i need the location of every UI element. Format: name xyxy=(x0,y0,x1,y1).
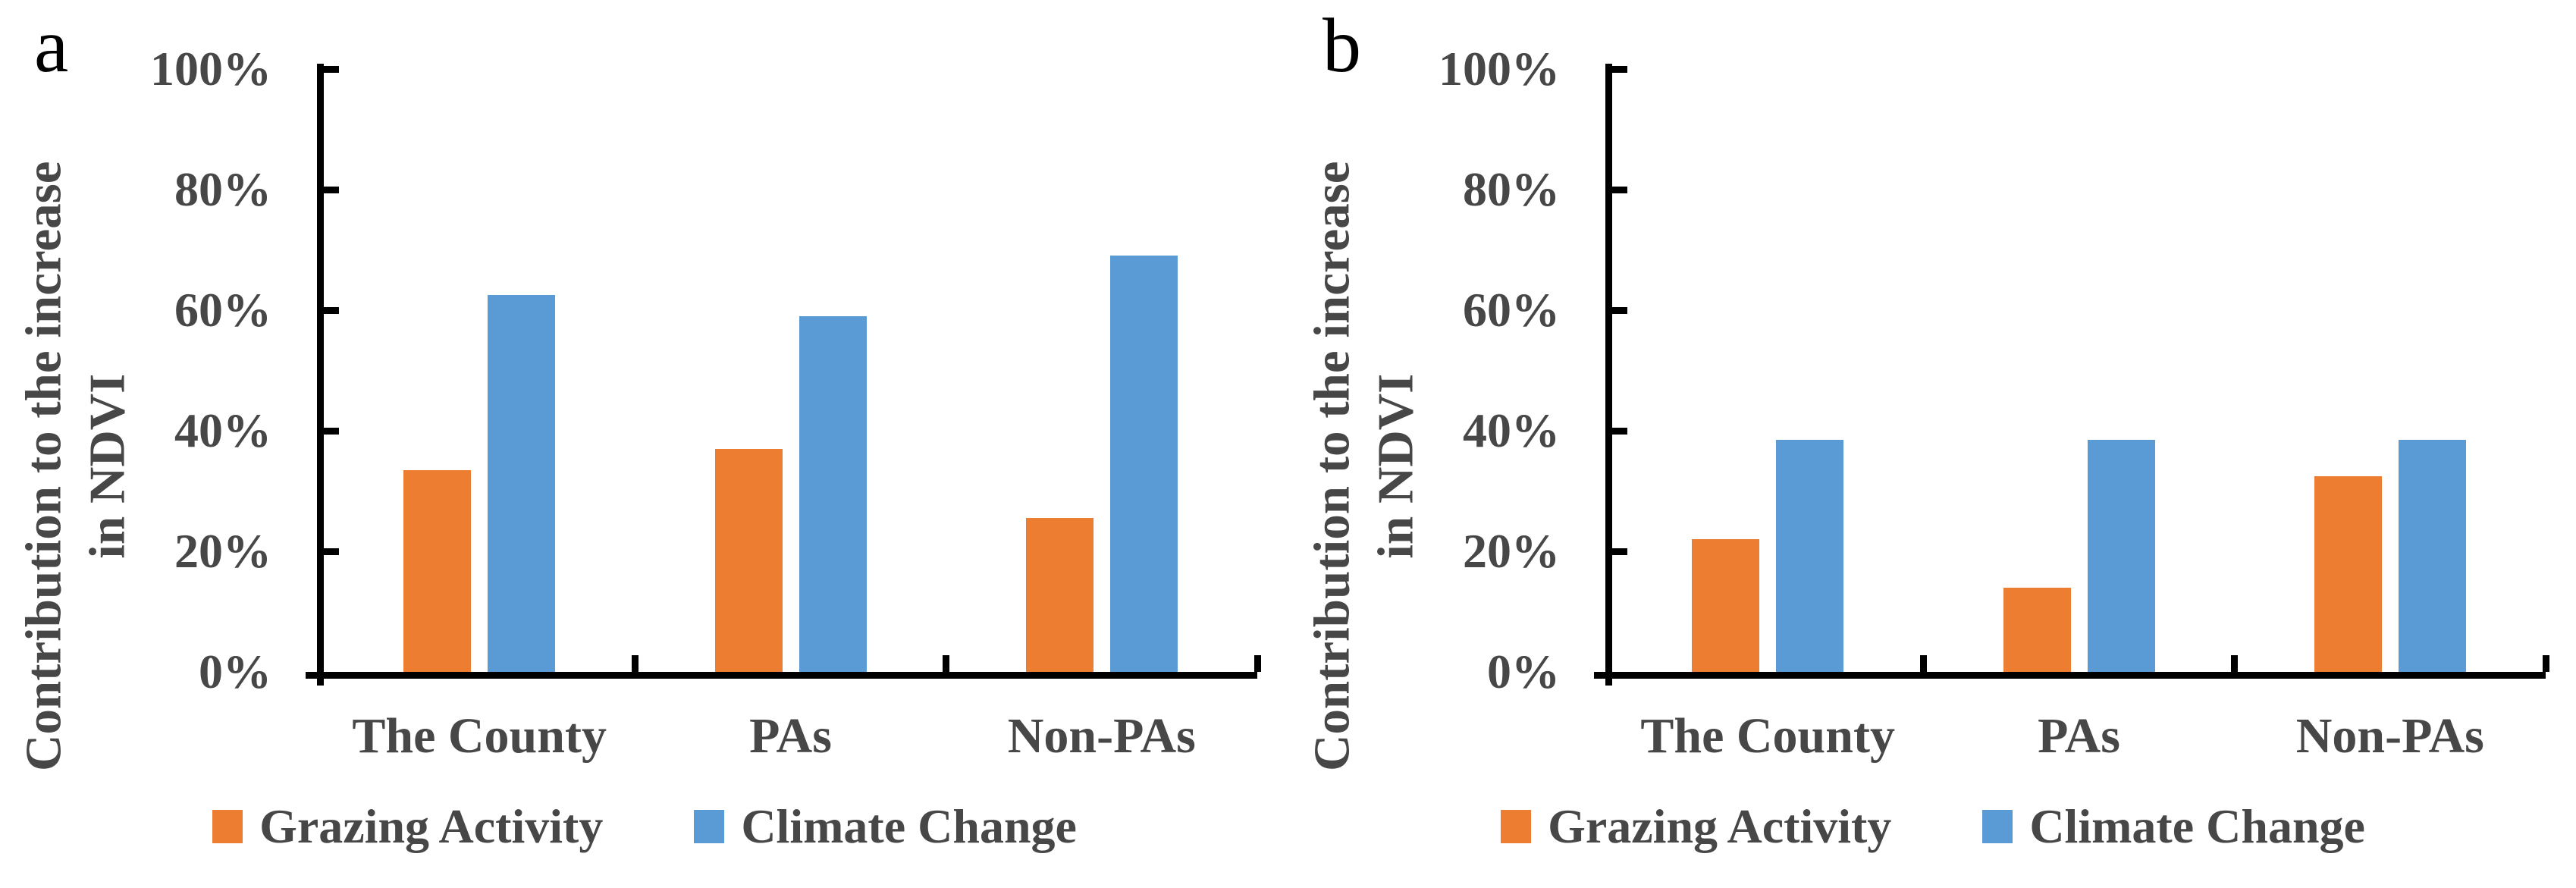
y-tick-label-80: 80% xyxy=(174,162,271,216)
y-tick-mark-20 xyxy=(1612,548,1627,555)
y-tick-mark-40 xyxy=(324,427,339,435)
y-tick-mark-40 xyxy=(1612,427,1627,435)
bar-grazing-activity-the-county xyxy=(403,469,472,672)
legend: Grazing Activity Climate Change xyxy=(1395,789,2471,864)
y-tick-mark-80 xyxy=(324,186,339,193)
y-tick-label-100: 100% xyxy=(150,42,271,96)
y-tick-label-20: 20% xyxy=(174,524,271,578)
x-tick-mark-1 xyxy=(631,655,639,672)
bar-climate-change-non-pas xyxy=(1109,256,1178,672)
y-tick-mark-100 xyxy=(324,65,339,73)
x-axis-line xyxy=(1594,672,2546,679)
y-tick-label-40: 40% xyxy=(174,403,271,457)
y-tick-label-20: 20% xyxy=(1463,524,1560,578)
y-tick-mark-60 xyxy=(324,306,339,314)
x-tick-mark-3 xyxy=(1253,655,1261,672)
bar-grazing-activity-pas xyxy=(714,448,783,672)
bar-grazing-activity-non-pas xyxy=(1025,518,1093,672)
y-tick-mark-60 xyxy=(1612,306,1627,314)
category-label-pas: PAs xyxy=(749,708,832,764)
y-axis-line xyxy=(317,64,324,686)
y-tick-label-0: 0% xyxy=(199,645,271,698)
x-axis-line xyxy=(306,672,1257,679)
bar-climate-change-pas xyxy=(2087,439,2155,672)
category-label-non-pas: Non-PAs xyxy=(2295,708,2484,764)
panel-b-letter: b xyxy=(1323,3,1361,89)
category-label-non-pas: Non-PAs xyxy=(1007,708,1196,764)
y-tick-label-40: 40% xyxy=(1463,403,1560,457)
x-tick-mark-2 xyxy=(2231,655,2239,672)
legend-swatch-grazing-activity xyxy=(1501,810,1532,843)
y-tick-mark-80 xyxy=(1612,186,1627,193)
y-tick-label-100: 100% xyxy=(1439,42,1560,96)
y-tick-mark-100 xyxy=(1612,65,1627,73)
y-tick-label-60: 60% xyxy=(174,283,271,337)
legend-item-grazing-activity: Grazing Activity xyxy=(212,799,603,855)
y-tick-mark-20 xyxy=(324,548,339,555)
panel-a-letter: a xyxy=(34,3,69,89)
category-label-the-county: The County xyxy=(1640,708,1895,764)
y-tick-label-60: 60% xyxy=(1463,283,1560,337)
bar-grazing-activity-pas xyxy=(2003,587,2071,672)
legend-label-climate-change: Climate Change xyxy=(741,799,1077,853)
legend-label-climate-change: Climate Change xyxy=(2029,799,2365,853)
legend-swatch-climate-change xyxy=(694,810,725,843)
bar-climate-change-pas xyxy=(799,315,867,672)
x-tick-mark-1 xyxy=(1919,655,1927,672)
bar-climate-change-the-county xyxy=(1776,439,1844,672)
category-label-the-county: The County xyxy=(352,708,607,764)
bar-grazing-activity-non-pas xyxy=(2314,475,2382,672)
legend-item-climate-change: Climate Change xyxy=(1982,799,2365,855)
bar-climate-change-the-county xyxy=(488,295,556,672)
legend: Grazing Activity Climate Change xyxy=(106,789,1183,864)
bar-climate-change-non-pas xyxy=(2398,439,2466,672)
category-label-pas: PAs xyxy=(2038,708,2120,764)
legend-item-grazing-activity: Grazing Activity xyxy=(1501,799,1891,855)
y-tick-label-80: 80% xyxy=(1463,162,1560,216)
panel-b: b Contribution to the increase in NDVI 0… xyxy=(1288,0,2576,888)
y-axis-line xyxy=(1605,64,1612,686)
legend-label-grazing-activity: Grazing Activity xyxy=(1548,799,1892,853)
legend-label-grazing-activity: Grazing Activity xyxy=(259,799,604,853)
legend-swatch-climate-change xyxy=(1982,810,2013,843)
bar-grazing-activity-the-county xyxy=(1692,539,1760,672)
panel-a: a Contribution to the increase in NDVI 0… xyxy=(15,3,1261,864)
x-tick-mark-2 xyxy=(943,655,950,672)
legend-swatch-grazing-activity xyxy=(212,810,243,843)
y-tick-label-0: 0% xyxy=(1487,645,1560,698)
x-tick-mark-3 xyxy=(2542,655,2549,672)
legend-item-climate-change: Climate Change xyxy=(694,799,1077,855)
